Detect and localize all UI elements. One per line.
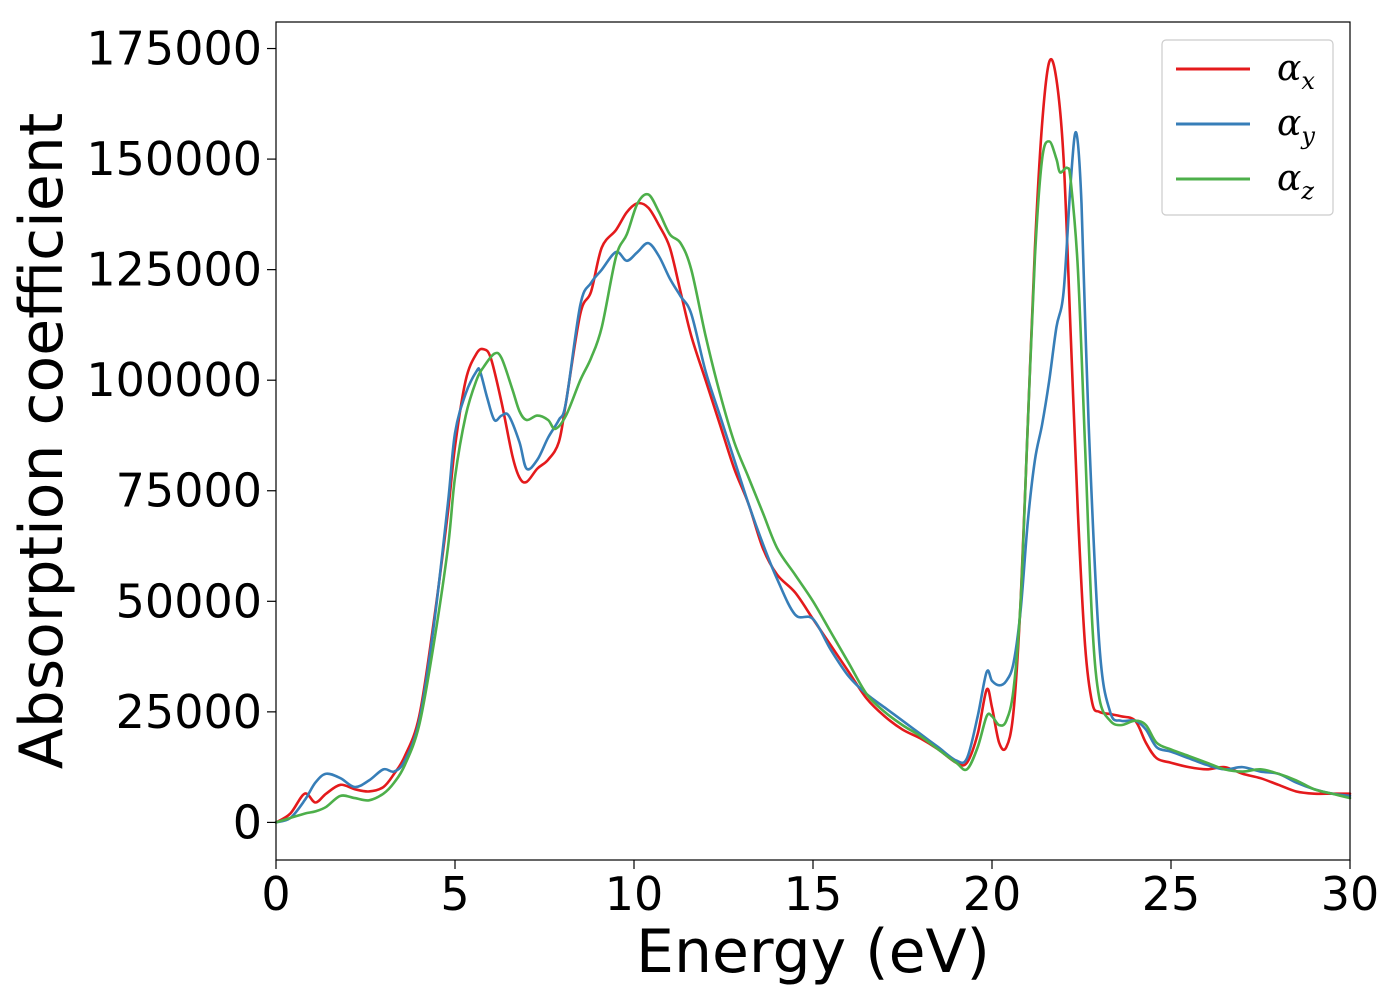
x-tick-label: 30 xyxy=(1321,867,1380,921)
y-tick-label: 100000 xyxy=(86,353,262,407)
x-axis-label: Energy (eV) xyxy=(636,917,990,987)
y-tick-label: 25000 xyxy=(116,685,262,739)
series-line-alpha-y xyxy=(274,131,1352,824)
x-tick-label: 25 xyxy=(1142,867,1201,921)
x-tick-label: 0 xyxy=(261,867,290,921)
legend-label-subscript: y xyxy=(1300,122,1315,150)
legend-label-symbol: α xyxy=(1277,158,1301,199)
legend-label-subscript: x xyxy=(1301,67,1315,95)
legend-box xyxy=(1161,39,1334,216)
series-line-alpha-z xyxy=(274,140,1352,824)
y-tick-label: 125000 xyxy=(86,243,262,297)
x-tick-label: 5 xyxy=(440,867,469,921)
x-tick-label: 10 xyxy=(605,867,664,921)
y-axis-ticks: 0 25000 50000 75000 100000 125000 150000 175000 xyxy=(86,22,276,849)
legend-label-alpha-z: αz xyxy=(1277,158,1314,205)
legend-label-symbol: α xyxy=(1277,48,1301,89)
legend-label-symbol: α xyxy=(1277,103,1301,144)
y-tick-label: 75000 xyxy=(116,464,262,518)
legend-label-alpha-x: αx xyxy=(1277,48,1315,95)
y-axis-label: Absorption coefficient xyxy=(7,113,77,770)
y-tick-label: 150000 xyxy=(86,132,262,186)
legend-label-subscript: z xyxy=(1300,177,1314,205)
x-tick-label: 15 xyxy=(784,867,843,921)
y-tick-label: 175000 xyxy=(86,22,262,76)
x-tick-label: 20 xyxy=(963,867,1022,921)
legend-label-alpha-y: αy xyxy=(1277,103,1315,150)
y-tick-label: 50000 xyxy=(116,574,262,628)
x-axis-ticks: 0 5 10 15 20 25 30 xyxy=(261,860,1379,921)
series-lines xyxy=(274,57,1352,824)
y-tick-label: 0 xyxy=(233,795,262,849)
